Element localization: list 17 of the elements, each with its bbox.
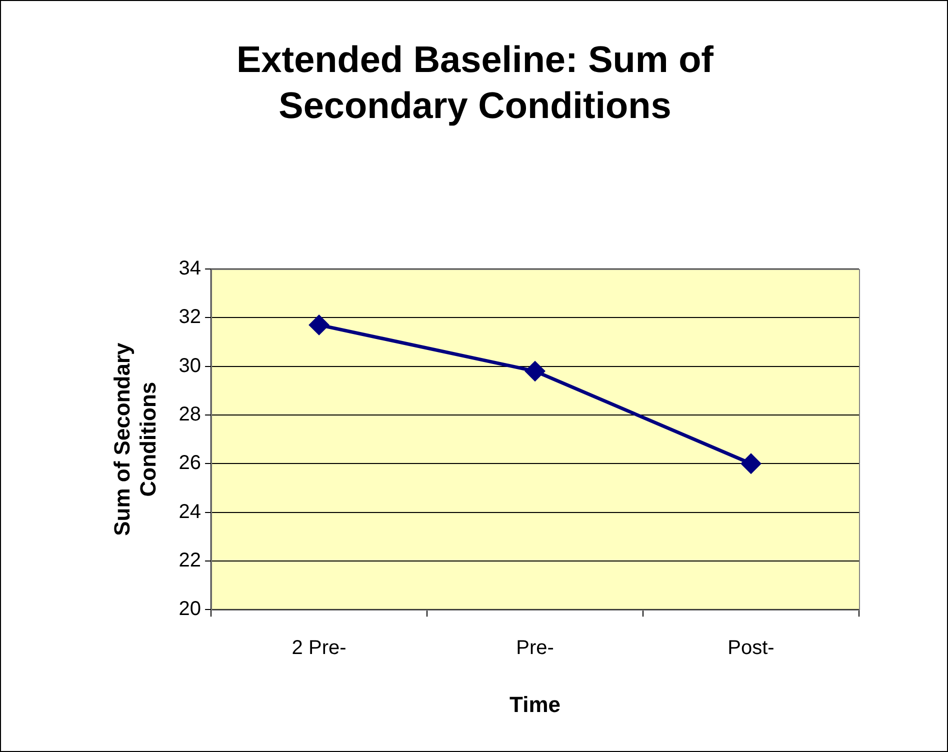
- y-axis-title: Sum of Secondary Conditions: [109, 342, 161, 536]
- y-tick-label: 20: [178, 598, 202, 620]
- x-tick-label: Pre-: [516, 637, 554, 660]
- y-tick-label: 32: [178, 306, 202, 328]
- y-tick-label: 28: [178, 403, 202, 426]
- x-tick-label: Post-: [728, 637, 774, 660]
- y-tick-label: 30: [178, 354, 202, 377]
- x-tick-label: 2 Pre-: [292, 637, 346, 660]
- x-axis-title: Time: [510, 692, 560, 717]
- y-tick-label: 24: [178, 500, 202, 523]
- chart-title: Extended Baseline: Sum of Secondary Conditions: [236, 38, 714, 128]
- y-tick-label: 34: [178, 258, 202, 280]
- point: [741, 454, 761, 474]
- y-tick-label: 26: [178, 452, 202, 474]
- y-tick-label: 22: [178, 549, 202, 572]
- point: [309, 315, 329, 335]
- point: [525, 361, 545, 381]
